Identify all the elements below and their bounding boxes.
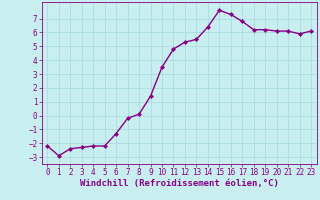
X-axis label: Windchill (Refroidissement éolien,°C): Windchill (Refroidissement éolien,°C) <box>80 179 279 188</box>
